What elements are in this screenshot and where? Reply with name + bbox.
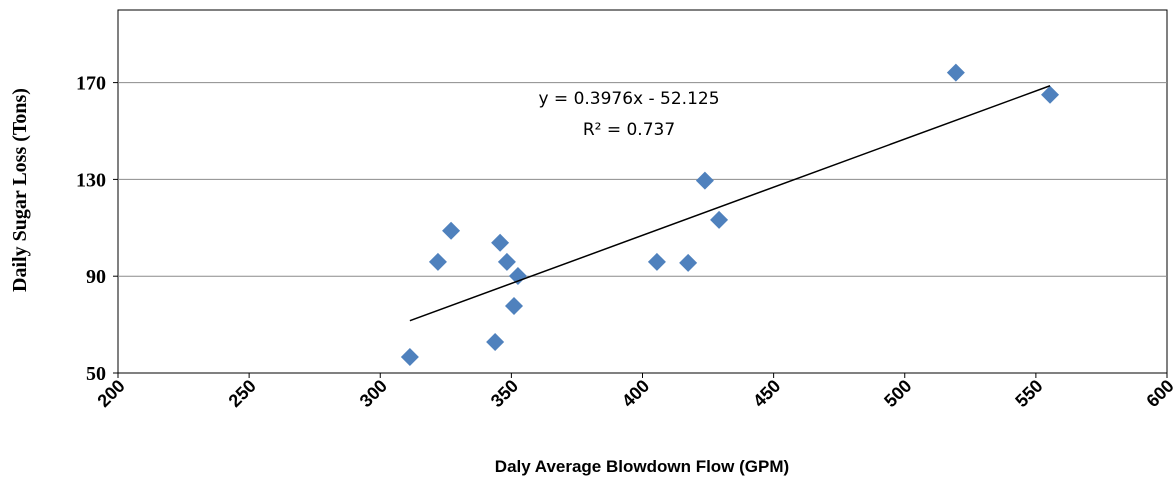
trendline <box>409 85 1051 322</box>
x-tick-label: 300 <box>356 376 391 411</box>
data-point <box>710 210 729 229</box>
y-tick-label: 170 <box>76 73 106 95</box>
data-point <box>491 233 510 252</box>
x-tick-label: 550 <box>1011 376 1046 411</box>
data-point <box>508 266 527 285</box>
x-tick-label: 400 <box>618 376 653 411</box>
data-point <box>400 348 419 367</box>
data-point <box>679 253 698 272</box>
data-point <box>428 252 447 271</box>
y-tick-label: 130 <box>76 169 106 191</box>
data-point <box>504 296 523 315</box>
data-point <box>695 171 714 190</box>
x-tick-label: 500 <box>880 376 915 411</box>
data-point <box>1041 85 1060 104</box>
data-point <box>486 333 505 352</box>
data-point <box>946 63 965 82</box>
x-tick-label: 350 <box>487 376 522 411</box>
y-tick-label: 50 <box>86 363 106 385</box>
x-tick-label: 450 <box>749 376 784 411</box>
data-point <box>647 252 666 271</box>
x-tick-label: 250 <box>225 376 260 411</box>
trend-equation: y = 0.3976x - 52.125 <box>538 89 719 109</box>
x-axis-title: Daly Average Blowdown Flow (GPM) <box>495 457 789 476</box>
data-point <box>497 252 516 271</box>
y-tick-label: 90 <box>86 266 106 288</box>
x-tick-label: 600 <box>1142 376 1176 411</box>
y-axis-title: Daily Sugar Loss (Tons) <box>9 88 31 292</box>
plot-frame <box>117 9 1168 374</box>
data-point <box>442 221 461 240</box>
r-squared: R² = 0.737 <box>583 120 675 140</box>
